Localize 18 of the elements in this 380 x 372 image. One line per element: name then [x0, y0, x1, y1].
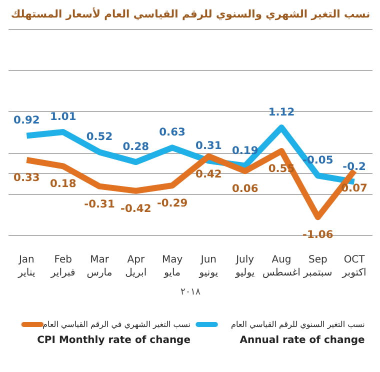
data-label: -0.2: [342, 160, 366, 173]
data-label: 0.52: [86, 130, 113, 144]
data-label: 0.18: [50, 177, 76, 190]
x-axis-title: ٢٠١٨: [180, 286, 201, 298]
data-label: 0.31: [196, 138, 222, 152]
data-label: 1.01: [50, 110, 76, 124]
data-label: -0.29: [156, 196, 188, 210]
data-label: 1.12: [268, 106, 295, 119]
data-label: 0.42: [196, 167, 222, 180]
chart-title: نسب التغير الشهري والسنوي للرقم القياسي العام لأسعار المستهلك: [10, 6, 370, 20]
data-label: -0.31: [84, 197, 115, 210]
data-label: 0.06: [232, 182, 258, 196]
data-label: -1.06: [302, 228, 334, 242]
data-label: 0.28: [122, 140, 150, 154]
data-label: 0.63: [159, 126, 186, 139]
data-label: -0.42: [120, 202, 152, 215]
data-label: 0.92: [14, 114, 40, 127]
data-label: 0.33: [14, 171, 40, 184]
